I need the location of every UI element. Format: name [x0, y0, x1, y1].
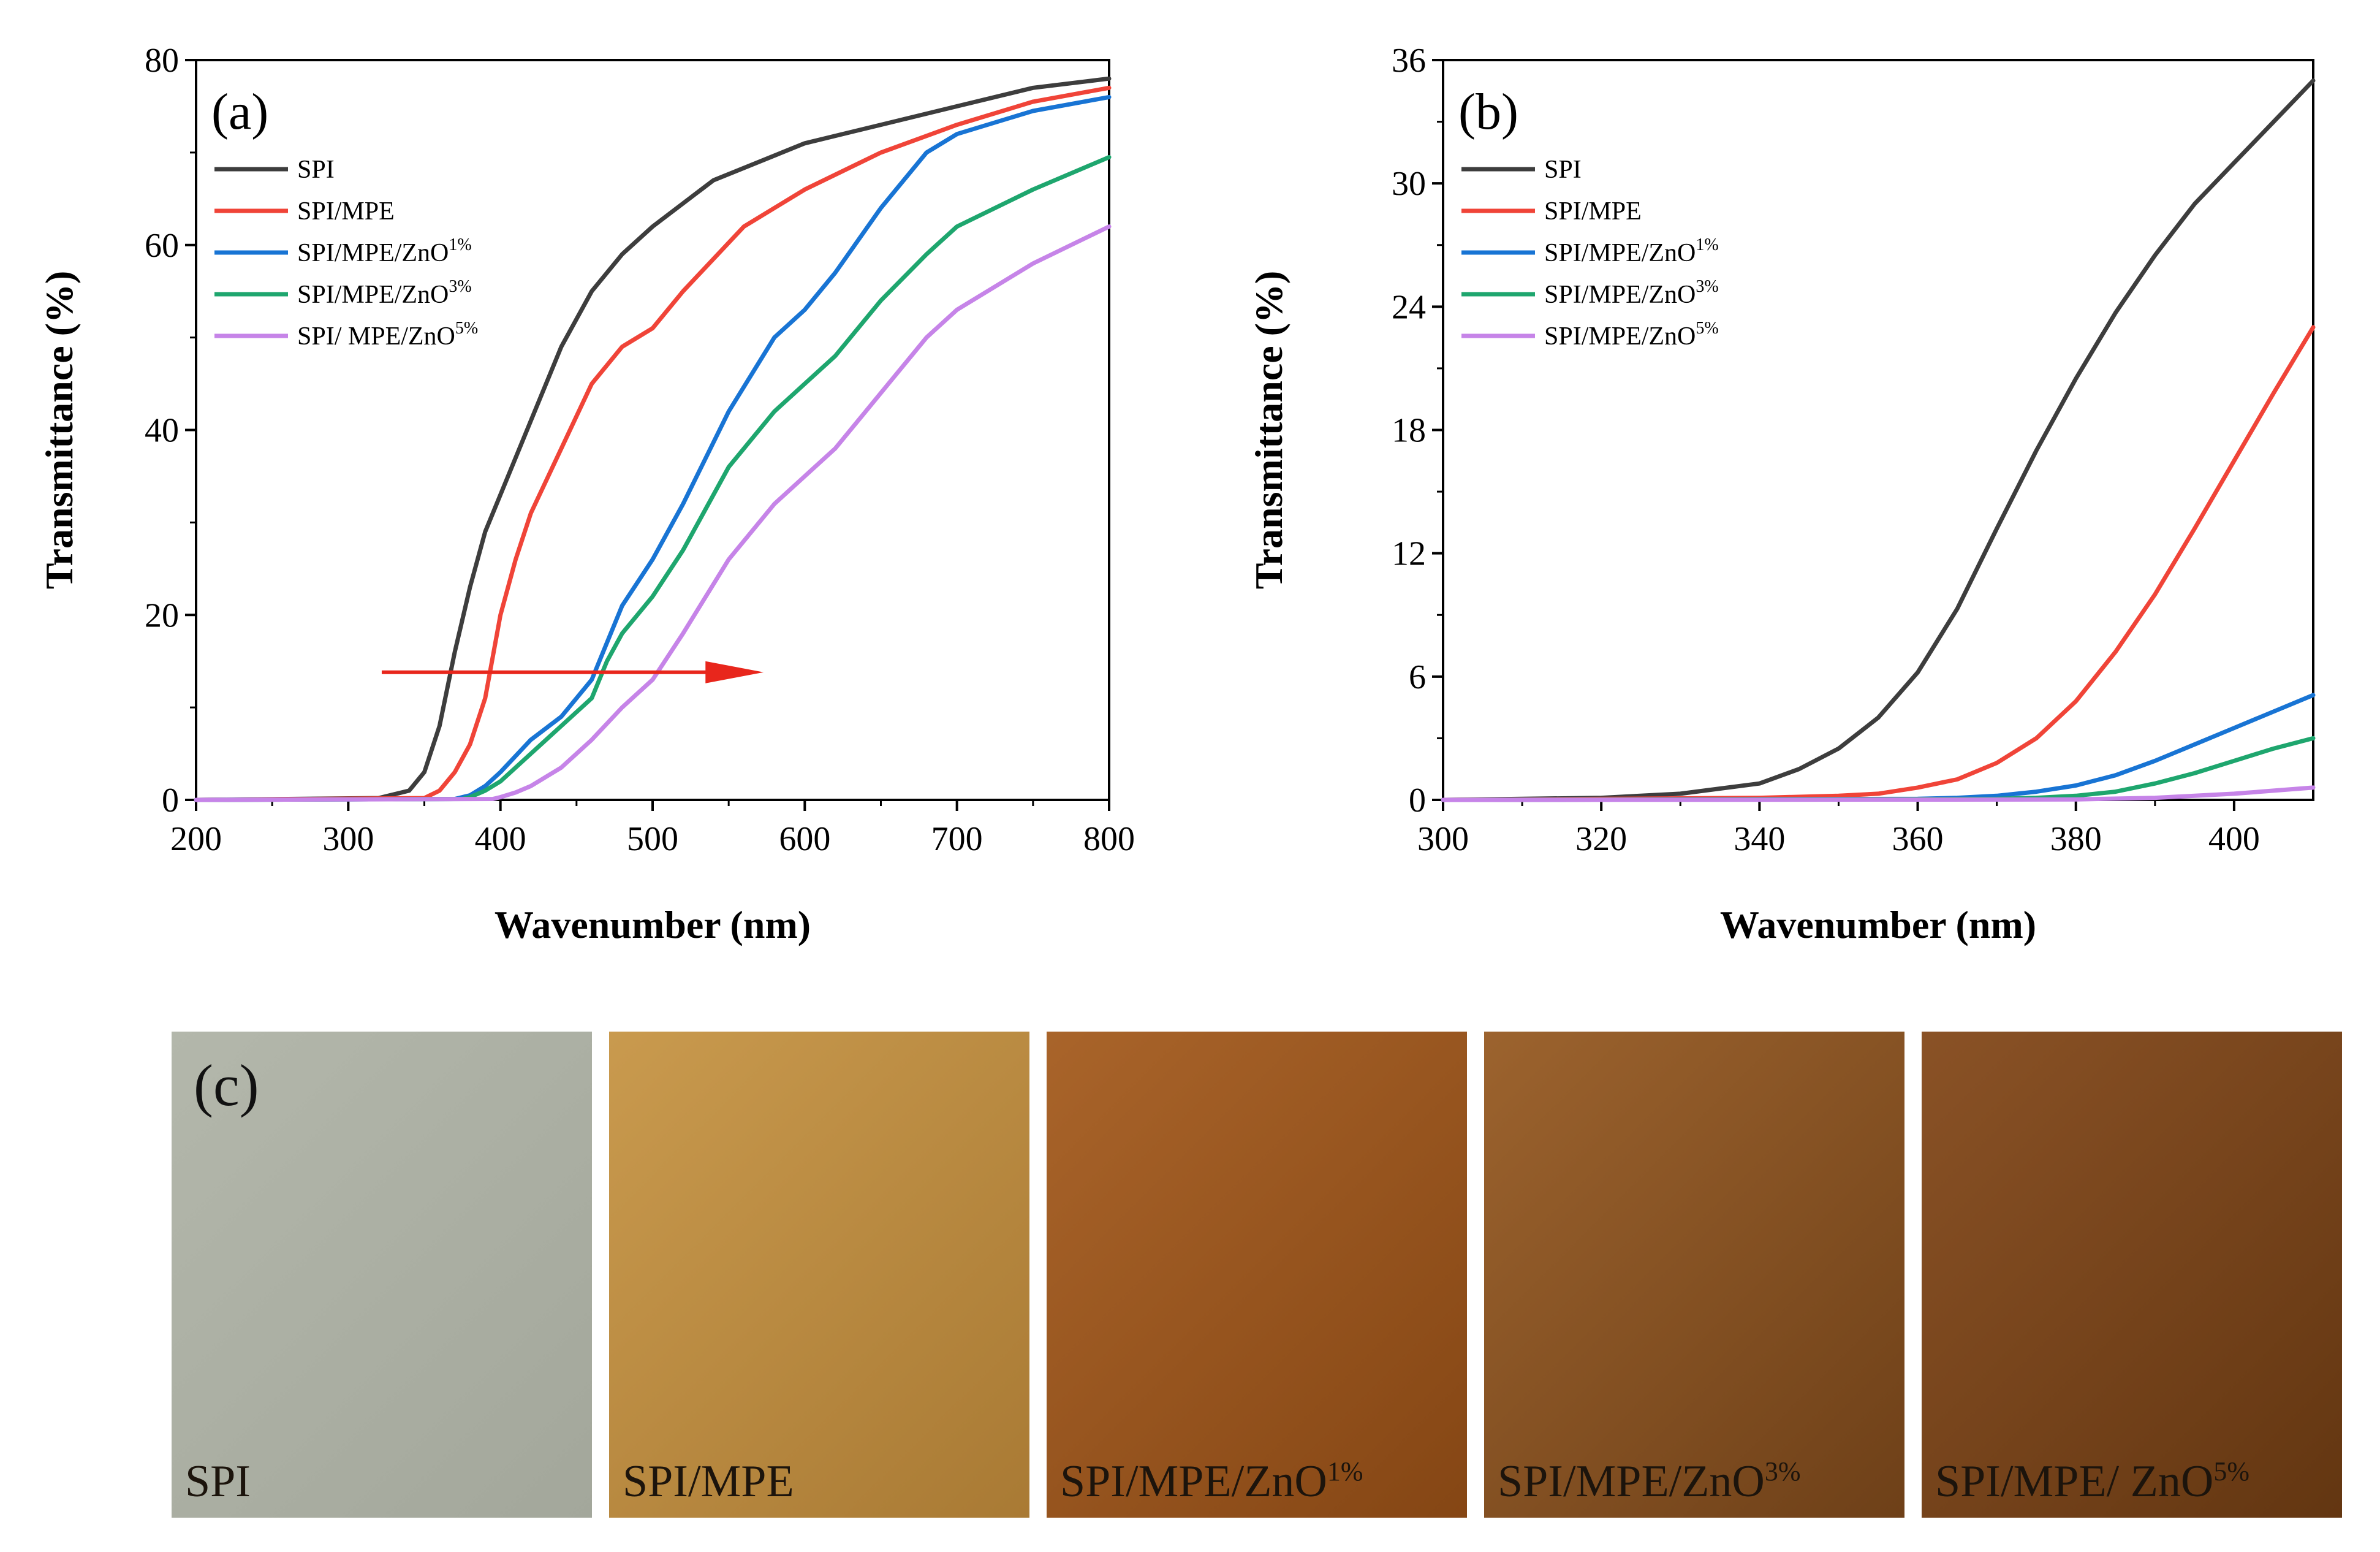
photo-spi: (c) SPI — [172, 1032, 592, 1518]
x-tick-label: 700 — [931, 820, 983, 858]
photo-spi-mpe-zno-1: SPI/MPE/ZnO1% — [1047, 1032, 1467, 1518]
photo-spi-mpe-zno-5: SPI/MPE/ ZnO5% — [1922, 1032, 2342, 1518]
y-tick-label: 30 — [1392, 165, 1426, 203]
legend-label: SPI — [297, 156, 335, 184]
y-tick-label: 60 — [145, 227, 179, 265]
series-line — [194, 224, 1112, 802]
photo-spi-mpe-zno-3: SPI/MPE/ZnO3% — [1484, 1032, 1904, 1518]
x-tick-label: 360 — [1892, 820, 1944, 858]
y-tick-label: 80 — [145, 42, 179, 80]
y-tick-label: 6 — [1409, 658, 1426, 696]
y-tick-label: 36 — [1392, 42, 1426, 80]
y-axis-title: Transmittance (%) — [1247, 271, 1290, 590]
panel-label: (b) — [1458, 83, 1518, 140]
legend-label: SPI/MPE/ZnO5% — [1544, 319, 1719, 351]
legend-label: SPI/MPE — [1544, 197, 1642, 226]
panel-label: (a) — [211, 83, 268, 140]
x-tick-label: 400 — [475, 820, 526, 858]
legend-label: SPI — [1544, 156, 1582, 184]
legend-label: SPI/MPE/ZnO1% — [1544, 235, 1719, 267]
x-tick-label: 800 — [1083, 820, 1135, 858]
x-tick-label: 500 — [627, 820, 678, 858]
transmittance-figure: 200 300 400 500 600 700 800020406080Wavenumber… — [37, 42, 2316, 946]
panel-b-chart: 300 320 340 360 380 400 0 6 12 18 24 30 36 Wavenumber… — [1247, 42, 2316, 946]
x-tick-label: 600 — [779, 820, 830, 858]
x-tick-label: 300 — [1417, 820, 1469, 858]
x-tick-label: 300 — [322, 820, 374, 858]
series-line — [1441, 325, 2316, 802]
photo-label: SPI/MPE/ZnO3% — [1498, 1456, 1801, 1507]
y-tick-label: 20 — [145, 596, 179, 634]
series-line — [1441, 693, 2316, 802]
series-line — [194, 76, 1112, 802]
legend-label: SPI/MPE — [297, 197, 395, 226]
y-tick-label: 18 — [1392, 412, 1426, 450]
legend-label: SPI/MPE/ZnO1% — [297, 235, 472, 267]
y-tick-label: 0 — [1409, 782, 1426, 820]
photo-label: SPI — [185, 1456, 251, 1507]
series-line — [194, 85, 1112, 802]
photo-label: SPI/MPE — [623, 1456, 794, 1507]
shift-arrow-head — [705, 661, 764, 683]
series-line — [1441, 785, 2316, 802]
series-line — [194, 94, 1112, 802]
photo-label: SPI/MPE/ ZnO5% — [1935, 1456, 2250, 1507]
film-photos-panel: (c) SPI SPI/MPE SPI/MPE/ZnO1% SPI/MPE/Zn… — [172, 1032, 2343, 1518]
panel-c-label: (c) — [194, 1052, 259, 1118]
x-tick-label: 200 — [170, 820, 222, 858]
x-tick-label: 380 — [2050, 820, 2102, 858]
x-tick-label: 340 — [1734, 820, 1785, 858]
x-axis-title: Wavenumber (nm) — [495, 903, 811, 946]
y-tick-label: 24 — [1392, 288, 1426, 326]
legend-label: SPI/ MPE/ZnO5% — [297, 319, 478, 351]
series-line — [194, 154, 1112, 802]
series-line — [1441, 78, 2316, 802]
photo-label: SPI/MPE/ZnO1% — [1060, 1456, 1363, 1507]
photo-spi-mpe: SPI/MPE — [609, 1032, 1029, 1518]
x-axis-title: Wavenumber (nm) — [1720, 903, 2036, 946]
y-axis-title: Transmittance (%) — [37, 271, 81, 590]
y-tick-label: 40 — [145, 412, 179, 450]
panel-a-chart: 200 300 400 500 600 700 800 0 20 40 60 80 Wavenumber… — [37, 42, 1135, 946]
y-tick-label: 12 — [1392, 535, 1426, 573]
legend-label: SPI/MPE/ZnO3% — [297, 277, 472, 309]
y-tick-label: 0 — [162, 782, 179, 820]
x-tick-label: 400 — [2208, 820, 2260, 858]
x-tick-label: 320 — [1575, 820, 1627, 858]
legend-label: SPI/MPE/ZnO3% — [1544, 277, 1719, 309]
